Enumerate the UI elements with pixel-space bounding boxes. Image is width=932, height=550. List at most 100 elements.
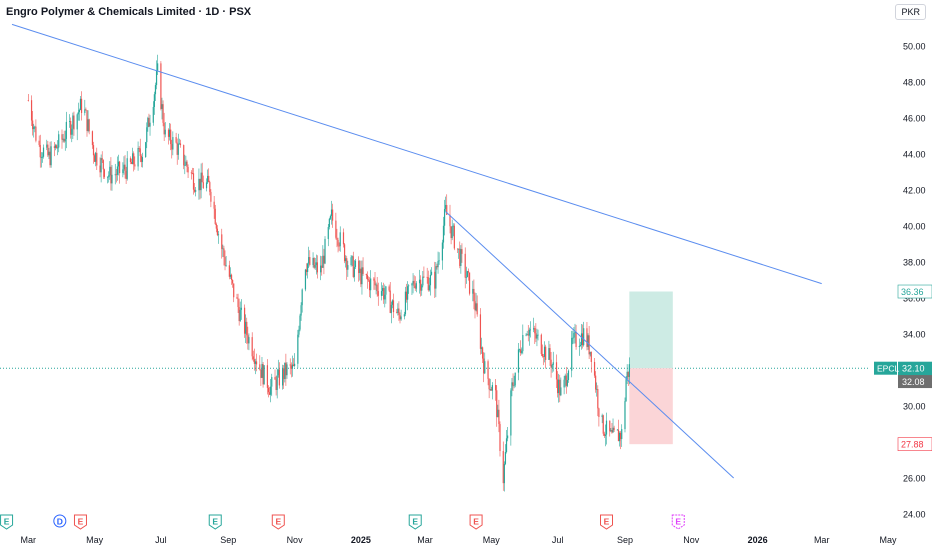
- candle-body: [435, 266, 437, 289]
- candle-body: [141, 157, 144, 162]
- earnings-marker[interactable]: [469, 514, 483, 530]
- candle-body: [499, 424, 501, 451]
- trendline-2[interactable]: [445, 211, 735, 479]
- candle-body: [71, 128, 73, 135]
- candle-body: [529, 329, 532, 331]
- candle-body: [616, 429, 618, 431]
- candle-body: [69, 120, 71, 122]
- candle-body: [114, 174, 116, 176]
- trendlines[interactable]: [11, 23, 822, 479]
- candle-body: [558, 379, 560, 394]
- earnings-marker[interactable]: [271, 514, 285, 530]
- candle-body: [176, 142, 178, 155]
- candle-body: [214, 208, 216, 225]
- candle-body: [489, 389, 491, 390]
- candle-body: [457, 248, 459, 250]
- candle-body: [380, 291, 383, 296]
- candle-body: [551, 364, 553, 368]
- candle-body: [484, 361, 486, 374]
- currency-button[interactable]: PKR: [895, 4, 926, 20]
- candle-body: [87, 119, 89, 131]
- candle-body: [72, 115, 74, 129]
- candle-body: [528, 329, 530, 336]
- candle-body: [512, 382, 514, 386]
- candle-body: [191, 173, 194, 174]
- candle-body: [64, 138, 66, 142]
- candle-body: [593, 361, 596, 376]
- y-tick-label: 50.00: [903, 42, 926, 52]
- candle-body: [99, 165, 101, 173]
- earnings-marker[interactable]: [73, 514, 87, 530]
- candle-body: [268, 392, 271, 395]
- candle-body: [149, 122, 151, 127]
- candle-body: [177, 143, 179, 155]
- candle-body: [503, 463, 505, 484]
- candle-body: [491, 385, 493, 391]
- x-tick-label: Mar: [21, 535, 37, 545]
- candle-body: [323, 255, 325, 264]
- candle-body: [199, 178, 201, 191]
- candle-body: [111, 174, 113, 184]
- candle-body: [343, 244, 346, 262]
- candle-body: [267, 387, 270, 393]
- earnings-marker[interactable]: [600, 514, 614, 530]
- candle-body: [511, 382, 513, 391]
- candle-body: [222, 248, 224, 250]
- earnings-marker[interactable]: [408, 514, 422, 530]
- candle-body: [92, 145, 95, 156]
- candle-body: [476, 303, 478, 315]
- candle-body: [86, 110, 88, 131]
- candle-body: [254, 361, 257, 364]
- candle-body: [297, 334, 299, 364]
- candle-body: [238, 307, 240, 322]
- earnings-marker[interactable]: [0, 514, 14, 530]
- candle-body: [115, 174, 117, 176]
- candle-body: [411, 283, 413, 286]
- candle-body: [624, 401, 626, 430]
- candle-body: [351, 256, 353, 258]
- earnings-marker[interactable]: [671, 514, 685, 530]
- candle-body: [390, 304, 392, 313]
- candle-body: [198, 178, 200, 191]
- candle-body: [404, 291, 407, 315]
- candle-body: [420, 279, 422, 291]
- candle-body: [124, 164, 126, 171]
- candle-body: [193, 189, 196, 192]
- candle-body: [347, 265, 349, 270]
- y-tick-label: 46.00: [903, 114, 926, 124]
- candle-body: [461, 249, 463, 254]
- dividend-marker[interactable]: [53, 514, 67, 528]
- candle-body: [183, 145, 185, 166]
- candle-body: [154, 85, 157, 95]
- candle-body: [129, 158, 132, 163]
- candle-body: [362, 267, 364, 274]
- x-tick-label: May: [879, 535, 897, 545]
- y-tick-label: 36.00: [903, 294, 926, 304]
- candle-body: [574, 331, 576, 333]
- candle-body: [361, 267, 363, 285]
- candle-body: [126, 158, 128, 179]
- candle-body: [299, 315, 301, 330]
- candle-body: [286, 364, 288, 376]
- candle-body: [613, 427, 615, 431]
- candle-body: [628, 364, 630, 377]
- candle-body: [49, 151, 51, 166]
- candle-body: [289, 364, 291, 366]
- candle-body: [102, 160, 104, 170]
- candle-body: [27, 100, 29, 101]
- trendline-1[interactable]: [11, 23, 822, 285]
- candle-body: [190, 172, 192, 174]
- candle-body: [480, 347, 483, 349]
- event-label: E: [4, 516, 10, 526]
- candle-body: [370, 278, 372, 291]
- x-tick-label: Nov: [683, 535, 700, 545]
- event-label: D: [57, 516, 63, 526]
- candle-body: [625, 379, 627, 402]
- candle-body: [321, 265, 323, 268]
- candle-body: [116, 166, 119, 175]
- candle-body: [534, 328, 536, 334]
- earnings-marker[interactable]: [208, 514, 222, 530]
